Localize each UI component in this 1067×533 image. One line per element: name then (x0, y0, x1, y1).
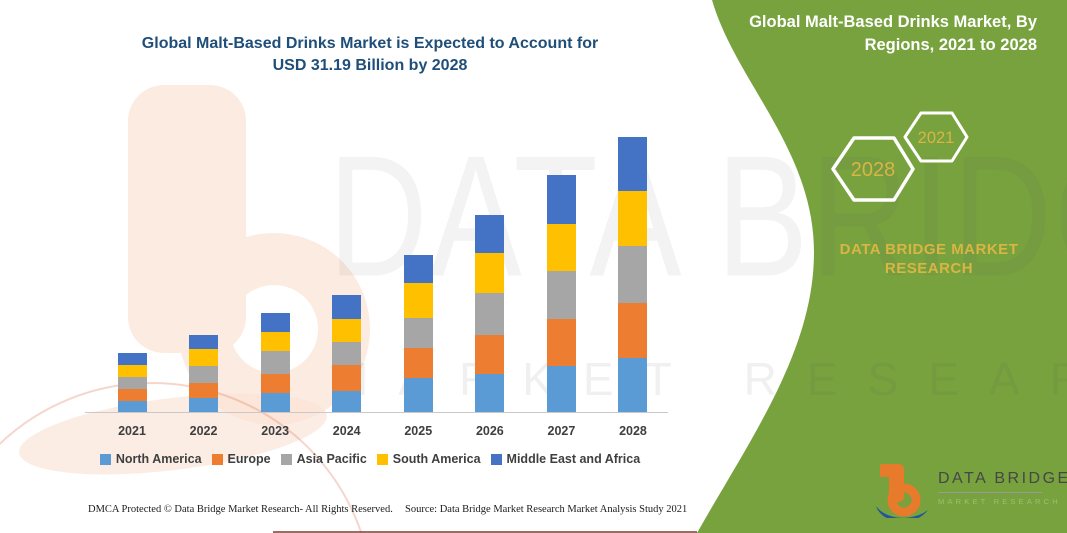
bar-2024 (332, 295, 362, 412)
segment-asia-pacific-2028 (618, 246, 648, 303)
bar-2022 (189, 334, 219, 412)
segment-middle-east-and-africa-2024 (332, 295, 362, 319)
legend-label: Europe (227, 452, 271, 466)
x-axis-label-2026: 2026 (475, 424, 504, 438)
segment-middle-east-and-africa-2023 (260, 313, 290, 333)
legend-swatch-icon (280, 453, 292, 465)
x-axis-line (85, 412, 668, 413)
bar-2023 (260, 313, 290, 412)
bar-2026 (475, 214, 505, 412)
legend-item-asia-pacific: Asia Pacific (280, 452, 367, 466)
segment-north-america-2022 (189, 397, 219, 412)
segment-europe-2021 (117, 388, 147, 401)
segment-europe-2024 (332, 365, 362, 391)
segment-south-america-2027 (546, 224, 576, 272)
segment-south-america-2021 (117, 365, 147, 378)
segment-europe-2026 (475, 334, 505, 375)
chart-title-line-1: Global Malt-Based Drinks Market is Expec… (141, 35, 599, 52)
x-axis-label-2028: 2028 (619, 424, 647, 438)
hexagon-badge-2021: 2021 (903, 111, 969, 163)
logo-text-block: DATA BRIDGE MARKET RESEARCH (938, 462, 1067, 506)
segment-asia-pacific-2026 (475, 292, 505, 335)
legend-item-south-america: South America (376, 452, 481, 466)
chart-legend: North America Europe Asia Pacific South Ame… (60, 452, 680, 466)
bar-2025 (403, 254, 433, 412)
legend-item-europe: Europe (211, 452, 271, 466)
chart-title-line-2: USD 31.19 Billion by 2028 (272, 57, 468, 74)
segment-north-america-2024 (332, 391, 362, 412)
segment-middle-east-and-africa-2027 (546, 175, 576, 225)
segment-asia-pacific-2021 (117, 377, 147, 389)
company-logo: DATA BRIDGE MARKET RESEARCH (874, 462, 1067, 518)
brand-line-2: RESEARCH (884, 260, 974, 277)
segment-middle-east-and-africa-2025 (403, 254, 433, 283)
hexagon-year-2028: 2028 (851, 159, 896, 181)
segment-north-america-2027 (546, 366, 576, 412)
logo-name: DATA BRIDGE (938, 470, 1067, 487)
segment-north-america-2023 (260, 393, 290, 412)
bar-2021 (117, 352, 147, 412)
legend-swatch-icon (211, 453, 223, 465)
logo-divider (938, 492, 1042, 493)
legend-label: Middle East and Africa (506, 452, 641, 466)
segment-south-america-2023 (260, 332, 290, 352)
segment-middle-east-and-africa-2028 (618, 136, 648, 192)
legend-swatch-icon (490, 453, 502, 465)
segment-asia-pacific-2023 (260, 351, 290, 375)
hexagon-year-2021: 2021 (918, 129, 955, 147)
legend-swatch-icon (99, 453, 111, 465)
legend-label: South America (392, 452, 481, 466)
segment-middle-east-and-africa-2022 (189, 334, 219, 350)
segment-north-america-2028 (618, 357, 648, 412)
segment-south-america-2026 (475, 252, 505, 293)
segment-europe-2028 (618, 302, 648, 358)
logo-b-icon (876, 464, 928, 518)
x-axis-label-2023: 2023 (261, 424, 290, 438)
brand-line-1: DATA BRIDGE MARKET (839, 241, 1019, 258)
legend-swatch-icon (376, 453, 388, 465)
stacked-bar-chart: 2021 2022 2023 2024 2025 2026 2027 2028 (85, 133, 668, 438)
segment-south-america-2022 (189, 349, 219, 367)
hexagon-badge-2028: 2028 (831, 136, 915, 202)
x-axis-label-2025: 2025 (404, 424, 433, 438)
segment-middle-east-and-africa-2026 (475, 214, 505, 253)
footer-copyright: DMCA Protected © Data Bridge Market Rese… (88, 504, 393, 515)
chart-title: Global Malt-Based Drinks Market is Expec… (60, 33, 680, 77)
segment-europe-2027 (546, 318, 576, 366)
legend-label: North America (115, 452, 202, 466)
segment-asia-pacific-2024 (332, 342, 362, 366)
footer-source: Source: Data Bridge Market Research Mark… (405, 504, 688, 515)
bar-2027 (546, 175, 576, 412)
segment-south-america-2025 (403, 282, 433, 319)
bar-2028 (618, 136, 648, 412)
segment-north-america-2025 (403, 377, 433, 412)
segment-north-america-2021 (117, 401, 147, 412)
legend-label: Asia Pacific (296, 452, 367, 466)
x-axis-label-2027: 2027 (547, 424, 576, 438)
segment-asia-pacific-2022 (189, 366, 219, 383)
segment-south-america-2028 (618, 191, 648, 247)
segment-europe-2025 (403, 347, 433, 378)
segment-asia-pacific-2025 (403, 318, 433, 348)
segment-asia-pacific-2027 (546, 271, 576, 319)
x-axis-label-2022: 2022 (189, 424, 218, 438)
segment-middle-east-and-africa-2021 (117, 352, 147, 366)
x-axis-label-2024: 2024 (332, 424, 361, 438)
logo-subtitle: MARKET RESEARCH (938, 497, 1061, 506)
legend-item-middle-east-and-africa: Middle East and Africa (490, 452, 641, 466)
footer-accent-line (273, 531, 697, 533)
segment-europe-2022 (189, 382, 219, 398)
segment-north-america-2026 (475, 374, 505, 412)
segment-south-america-2024 (332, 318, 362, 343)
side-panel-title: Global Malt-Based Drinks Market, By Regi… (749, 13, 1037, 54)
legend-item-north-america: North America (99, 452, 202, 466)
brand-wordmark: DATA BRIDGE MARKET RESEARCH (829, 240, 1029, 278)
segment-europe-2023 (260, 374, 290, 394)
x-axis-label-2021: 2021 (118, 424, 146, 438)
